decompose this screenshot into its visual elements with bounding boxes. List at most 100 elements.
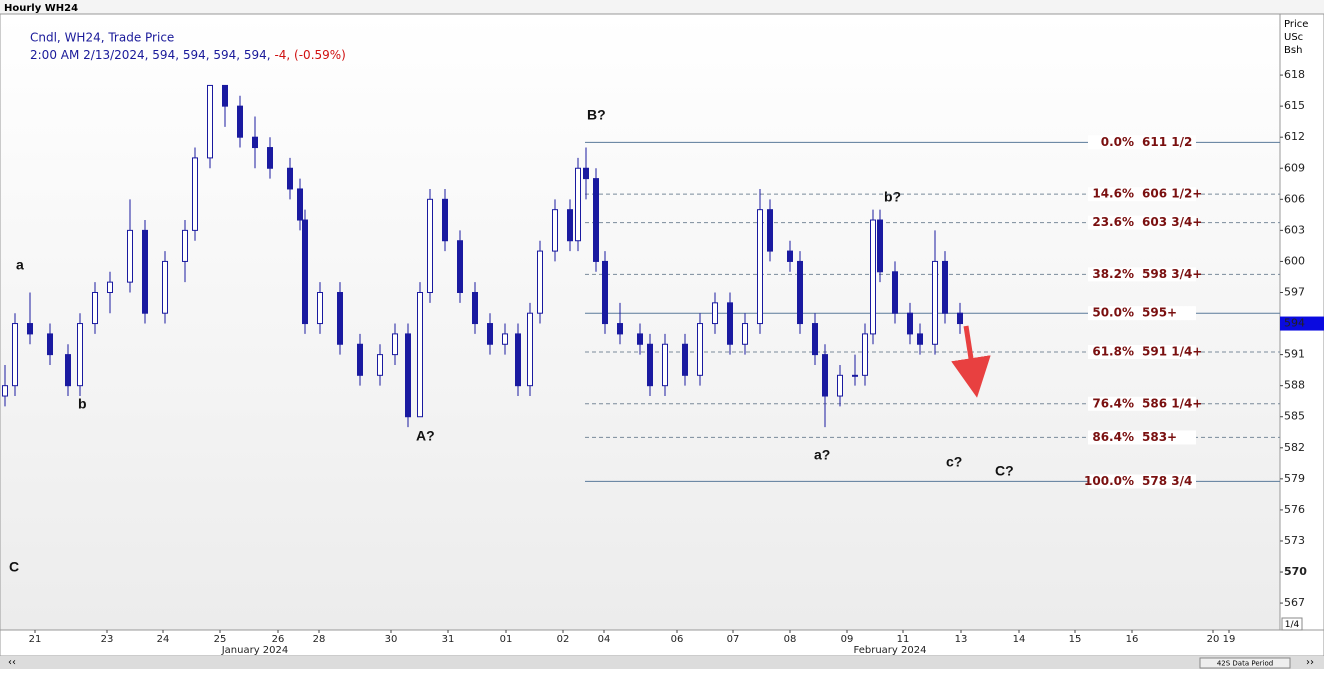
scale-box[interactable] [1281, 617, 1303, 631]
fib-percent: 50.0% [1092, 306, 1134, 320]
candle-body [2, 385, 8, 397]
fib-percent: 61.8% [1092, 345, 1134, 359]
fib-label-bg [1088, 187, 1196, 202]
x-tick-label: 21 [29, 634, 42, 645]
fib-label-bg [1088, 267, 1196, 282]
candle-body [405, 333, 411, 418]
y-tick-label: 603 [1284, 223, 1305, 236]
y-tick-label: 579 [1284, 472, 1305, 485]
scroll-left[interactable]: ‹‹ [8, 657, 16, 668]
candle-body [617, 323, 623, 335]
y-tick-label: 582 [1284, 441, 1305, 454]
candle-body [107, 281, 113, 293]
wave-label: a [16, 257, 24, 273]
candle-body [127, 229, 133, 283]
candle-body [932, 260, 938, 345]
x-tick-label: 11 [897, 634, 910, 645]
fib-label-bg [1088, 135, 1196, 150]
x-tick-label: 06 [671, 634, 684, 645]
candle-body [182, 229, 188, 262]
candle-body [767, 209, 773, 252]
x-tick-label: 09 [841, 634, 854, 645]
candle-body [65, 354, 71, 387]
legend-line: 2:00 AM 2/13/2024, 594, 594, 594, 594, -… [30, 48, 346, 62]
candle-body [502, 333, 508, 345]
x-tick-label: 24 [157, 634, 170, 645]
last-price-label: 594 [1284, 317, 1305, 330]
data-period[interactable]: 42S Data Period [1217, 660, 1273, 668]
candle-body [822, 354, 828, 397]
y-tick-label: 618 [1284, 68, 1305, 81]
candle-body [662, 343, 668, 387]
fib-price: 603 3/4+ [1142, 215, 1202, 229]
x-tick-label: 07 [727, 634, 740, 645]
candle-body [877, 219, 883, 273]
candle-body [527, 312, 533, 387]
candle-body [427, 198, 433, 293]
fib-label-bg [1088, 345, 1196, 360]
fib-price: 586 1/4+ [1142, 396, 1202, 410]
fib-percent: 76.4% [1092, 396, 1134, 410]
y-tick-label: 615 [1284, 99, 1305, 112]
x-tick-label: 08 [784, 634, 797, 645]
candle-body [852, 374, 858, 377]
x-tick-label: 02 [557, 634, 570, 645]
candle-body [942, 260, 948, 314]
candle-body [222, 84, 228, 107]
legend-line: Cndl, WH24, Trade Price [30, 31, 174, 45]
scroll-right[interactable]: ›› [1306, 657, 1314, 668]
candle-body [47, 333, 53, 356]
candle-body [472, 291, 478, 325]
candle-body [92, 291, 98, 325]
y-tick-label: 597 [1284, 285, 1305, 298]
fib-percent: 86.4% [1092, 430, 1134, 444]
x-tick-label: 30 [385, 634, 398, 645]
x-tick-label: 23 [101, 634, 114, 645]
candle-body [757, 209, 763, 325]
fib-price: 578 3/4 [1142, 474, 1192, 488]
candle-body [392, 333, 398, 356]
axis-unit: Bsh [1284, 45, 1302, 56]
data-period-box[interactable] [1199, 657, 1291, 669]
last-price-box [1280, 316, 1324, 331]
month-label: January 2024 [221, 645, 289, 656]
x-tick-label: 19 [1223, 634, 1236, 645]
fib-percent: 14.6% [1092, 187, 1134, 201]
candle-body [27, 323, 33, 335]
axis-unit: USc [1284, 32, 1303, 43]
x-tick-label: 14 [1013, 634, 1026, 645]
wave-label: a? [814, 447, 830, 463]
candle-body [487, 323, 493, 345]
fib-price: 611 1/2 [1142, 135, 1192, 149]
candle-body [287, 167, 293, 190]
candle-body [682, 343, 688, 376]
fib-percent: 23.6% [1092, 215, 1134, 229]
scale-label[interactable]: 1/4 [1285, 620, 1300, 630]
fib-price: 591 1/4+ [1142, 345, 1202, 359]
scrollbar[interactable] [0, 656, 1324, 669]
candle-body [552, 209, 558, 252]
fib-label-bg [1088, 474, 1196, 489]
candle-body [837, 374, 843, 397]
x-tick-label: 20 [1207, 634, 1220, 645]
candle-body [12, 323, 18, 387]
candle-body [317, 291, 323, 325]
legend-values: 2:00 AM 2/13/2024, 594, 594, 594, 594, [30, 48, 271, 62]
fib-label-bg [1088, 306, 1196, 321]
y-tick-label: 570 [1284, 565, 1307, 578]
x-tick-label: 31 [442, 634, 455, 645]
candle-body [812, 323, 818, 356]
candle-body [252, 136, 258, 149]
fib-percent: 38.2% [1092, 267, 1134, 281]
forecast-arrow [951, 325, 991, 398]
fib-percent: 100.0% [1084, 474, 1134, 488]
x-tick-label: 26 [272, 634, 285, 645]
candle-body [712, 302, 718, 325]
candle-body [537, 250, 543, 314]
candle-body [583, 167, 589, 180]
wave-label: b? [884, 189, 901, 205]
y-tick-label: 588 [1284, 379, 1305, 392]
fib-price: 595+ [1142, 306, 1177, 320]
candle-body [207, 84, 213, 159]
